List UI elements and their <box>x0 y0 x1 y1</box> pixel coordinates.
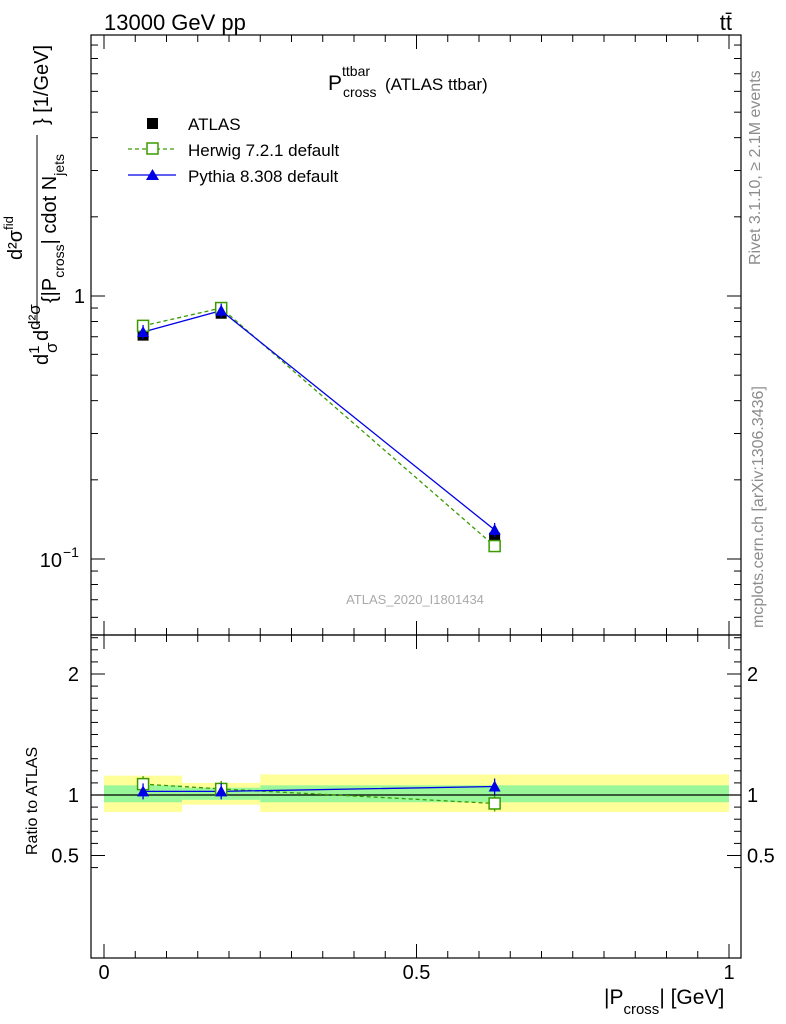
main-axis-ticks: 1 10 −1 <box>40 35 741 635</box>
ratio-y-tick-label-right: 2 <box>747 664 758 686</box>
atlas-data-point <box>489 532 501 544</box>
ratio-pythia-point <box>488 780 501 792</box>
ratio-y-axis-label: Ratio to ATLAS <box>24 747 41 855</box>
ylabel-main: d²σ <box>25 304 44 330</box>
xlabel-main: |P <box>604 986 623 1009</box>
ratio-y-tick-label-left: 2 <box>68 664 79 686</box>
ylabel-d: d <box>31 354 53 365</box>
main-line-pythia <box>142 309 496 531</box>
ylabel-mid-sub2: jets <box>51 154 67 177</box>
x-tick-label: 0 <box>98 962 109 984</box>
header-left: 13000 GeV pp <box>104 10 246 35</box>
ylabel-unit: } [1/GeV] <box>31 45 53 125</box>
xlabel-rest: | [GeV] <box>659 986 724 1009</box>
mcplots-label: mcplots.cern.ch [arXiv:1306.3436] <box>750 386 767 628</box>
main-line-herwig <box>142 307 496 547</box>
main-y-tick-label: 1 <box>74 286 85 308</box>
ylabel-frac-den: σ <box>42 342 61 353</box>
main-plot-panel: 1 10 −1 <box>40 34 742 636</box>
ylabel-mid-rest: | cdot N <box>39 176 61 245</box>
ratio-y-tick-label-right: 0.5 <box>747 846 775 868</box>
plot-title-rest: (ATLAS ttbar) <box>385 75 488 94</box>
ratio-plot-panel: 2 2 1 1 0.5 0.5 0 0.5 1 <box>51 634 775 984</box>
main-series-markers <box>136 301 501 553</box>
plot-title-sub: cross <box>343 84 376 100</box>
header-right: tt̄ <box>720 10 732 35</box>
legend-atlas-marker <box>147 118 158 129</box>
ratio-y-tick-label-left: 1 <box>68 785 79 807</box>
legend-herwig-marker <box>146 142 159 155</box>
main-series-lines <box>142 307 496 547</box>
xlabel-sub: cross <box>623 1001 659 1018</box>
plot-title-sup: ttbar <box>342 63 370 79</box>
ratio-uncertainty-bands <box>104 774 729 812</box>
main-y-tick-label: 10 <box>40 550 62 572</box>
main-y-tick-exponent: −1 <box>63 544 79 560</box>
ratio-pythia-point <box>137 785 150 797</box>
ylabel-top-sup: fid <box>1 216 16 230</box>
main-y-axis-label: d1σdd²σ{|Pcross| cdot Njets d²σfid } [1/… <box>1 45 67 365</box>
plot-title: Pttbar cross (ATLAS ttbar) <box>328 63 488 100</box>
ratio-axis-ticks: 2 2 1 1 0.5 0.5 0 0.5 1 <box>51 635 775 984</box>
ylabel-mid: {|P <box>39 278 61 303</box>
pythia-point <box>137 325 150 337</box>
analysis-watermark: ATLAS_2020_I1801434 <box>346 592 484 607</box>
herwig-point <box>488 539 501 553</box>
ylabel-mid-sub: cross <box>51 244 67 277</box>
pythia-point <box>215 304 228 316</box>
x-axis-label: |Pcross| [GeV] <box>604 986 724 1018</box>
x-tick-label: 0.5 <box>403 962 431 984</box>
legend: ATLAS Herwig 7.2.1 default Pythia 8.308 … <box>128 115 339 186</box>
svg-text:d²σfid: d²σfid <box>1 216 27 260</box>
legend-pythia-marker <box>146 169 159 180</box>
legend-atlas-label: ATLAS <box>188 115 241 134</box>
legend-pythia-label: Pythia 8.308 default <box>188 167 339 186</box>
ylabel-top: d²σ <box>5 229 27 260</box>
ratio-frame <box>90 634 742 959</box>
svg-text:d1σdd²σ{|Pcross| cdot Njets: d1σdd²σ{|Pcross| cdot Njets <box>25 154 67 365</box>
ratio-y-tick-label-left: 0.5 <box>51 846 79 868</box>
ratio-herwig-point <box>488 797 501 810</box>
ratio-series-markers <box>136 776 501 812</box>
plot-title-main: P <box>328 72 342 95</box>
x-tick-label: 1 <box>723 962 734 984</box>
ylabel-frac-num: 1 <box>26 346 43 354</box>
legend-herwig-label: Herwig 7.2.1 default <box>188 141 339 160</box>
pythia-point <box>488 523 501 535</box>
ratio-pythia-point <box>215 785 228 797</box>
ratio-y-tick-label-right: 1 <box>747 785 758 807</box>
ylabel-d2: d <box>31 330 53 341</box>
rivet-label: Rivet 3.1.10, ≥ 2.1M events <box>747 70 764 265</box>
